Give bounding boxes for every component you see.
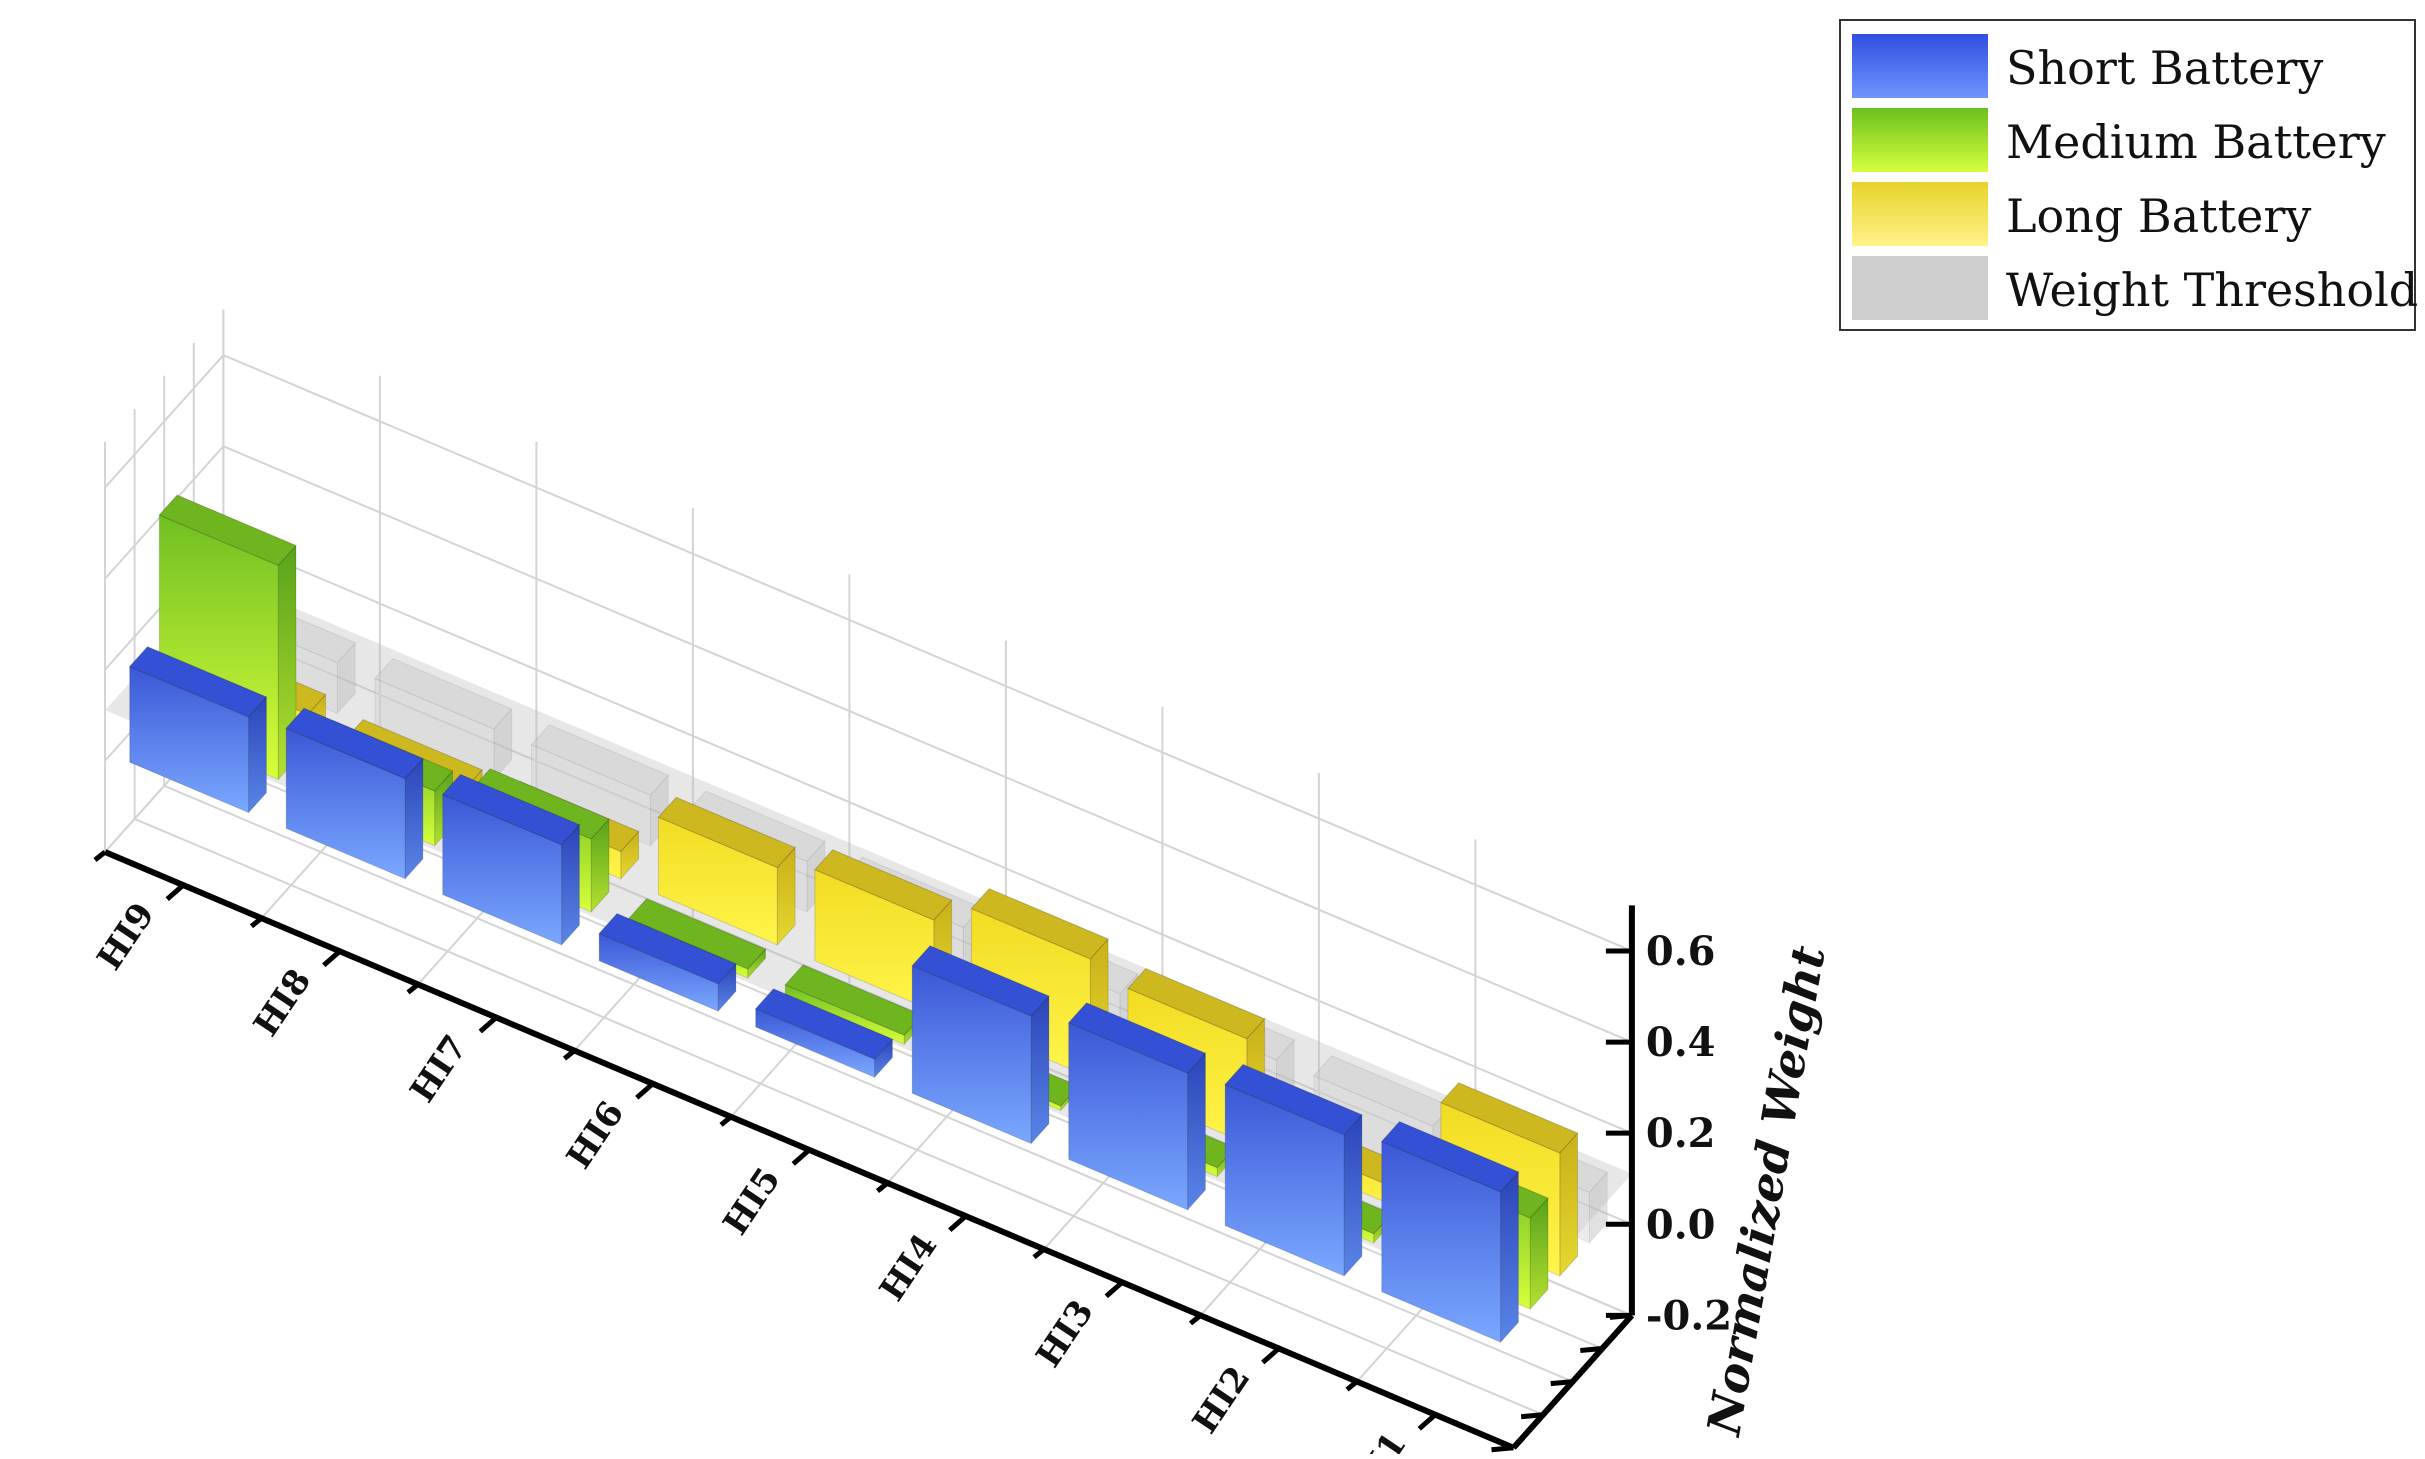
category-tick (791, 1148, 811, 1166)
bar-short-battery-hi7 (441, 773, 581, 947)
category-minor-tick (249, 916, 264, 929)
category-minor-tick (719, 1114, 733, 1127)
value-tick-label: 0.0 (1646, 1201, 1716, 1248)
legend-swatch (1852, 182, 1988, 246)
category-label-hi6: HI6 (559, 1094, 632, 1176)
bar-short-battery-hi2 (1224, 1063, 1363, 1278)
legend-label: Long Battery (2006, 189, 2311, 243)
category-minor-tick (1345, 1379, 1359, 1392)
legend-item-weight-threshold: Weight Threshold (1852, 256, 2418, 320)
category-minor-tick (93, 850, 107, 862)
bar-weight-threshold-hi8 (374, 658, 513, 781)
category-label-hi3: HI3 (1029, 1293, 1102, 1375)
category-label-hi2: HI2 (1185, 1359, 1258, 1441)
bar-short-battery-hi3 (1067, 1002, 1207, 1212)
legend-label: Weight Threshold (2006, 263, 2418, 317)
category-tick (1417, 1412, 1437, 1431)
legend-swatch (1852, 108, 1988, 172)
legend-item-short-battery: Short Battery (1852, 34, 2323, 98)
category-label-hi4: HI4 (872, 1227, 945, 1309)
bars (128, 494, 1609, 1344)
category-tick (635, 1081, 655, 1100)
category-minor-tick (1188, 1313, 1203, 1326)
series-tick (1491, 1445, 1514, 1453)
category-tick (165, 883, 185, 901)
category-label-hi7: HI7 (403, 1028, 476, 1110)
category-label-hi1: HI1 (1342, 1425, 1415, 1454)
category-tick (478, 1015, 498, 1034)
series-tick (1520, 1412, 1544, 1420)
legend: Short Battery Medium Battery Long Battery W… (1839, 19, 2418, 331)
grid-line (193, 751, 1603, 1350)
grid-line (163, 784, 1574, 1383)
legend-label: Medium Battery (2006, 115, 2386, 169)
legend-item-medium-battery: Medium Battery (1852, 108, 2386, 172)
category-tick (322, 949, 342, 968)
grid-line (223, 445, 1633, 1043)
bar-short-battery-hi1 (1380, 1121, 1520, 1344)
grid-line (223, 536, 1633, 1135)
category-minor-tick (875, 1181, 890, 1193)
legend-item-long-battery: Long Battery (1852, 182, 2311, 246)
category-label-hi8: HI8 (246, 962, 319, 1044)
category-label-hi5: HI5 (716, 1161, 789, 1243)
bar-short-battery-hi9 (128, 646, 268, 814)
axes (93, 849, 1635, 1453)
legend-swatch (1852, 256, 1988, 320)
bar-short-battery-hi5 (754, 988, 894, 1079)
series-tick (1580, 1346, 1603, 1353)
value-tick-label: 0.2 (1646, 1110, 1716, 1157)
value-tick-label: 0.4 (1646, 1019, 1716, 1066)
bar-short-battery-hi8 (285, 707, 424, 881)
bar-long-battery-hi6 (657, 796, 796, 947)
bar-weight-threshold-hi7 (530, 724, 670, 847)
series-tick (1550, 1379, 1573, 1387)
grid-line (134, 817, 1544, 1416)
legend-label: Short Battery (2006, 41, 2323, 95)
grid-line (223, 354, 1633, 952)
bar-short-battery-hi4 (911, 945, 1050, 1145)
category-tick (1261, 1346, 1281, 1365)
bar-short-battery-hi6 (598, 913, 737, 1013)
value-tick-label: 0.6 (1646, 928, 1716, 975)
category-tick (948, 1214, 968, 1232)
category-label-hi9: HI9 (90, 896, 163, 978)
legend-swatch (1852, 34, 1988, 98)
category-minor-tick (406, 982, 420, 995)
category-tick (1104, 1280, 1124, 1299)
value-axis-title: Normalized Weight (1696, 942, 1836, 1441)
category-minor-tick (562, 1048, 577, 1061)
value-tick-label: -0.2 (1646, 1292, 1732, 1339)
category-minor-tick (1032, 1247, 1046, 1260)
